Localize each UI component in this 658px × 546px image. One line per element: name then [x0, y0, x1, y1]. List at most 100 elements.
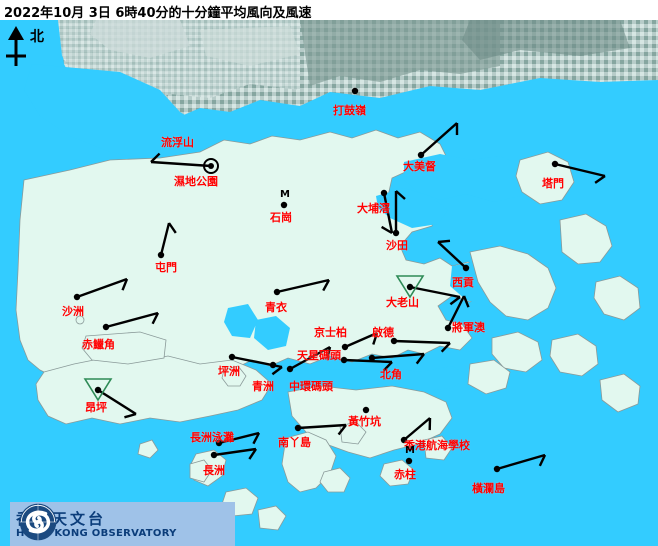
station-label-ta-kwu-ling[interactable]: 打鼓嶺 [333, 104, 366, 117]
wind-barb-flag [337, 424, 347, 436]
wind-barb-shaft [344, 331, 378, 349]
wind-barb-flag [538, 454, 547, 467]
hko-station-ring [203, 158, 219, 174]
station-label-cheung-chau-beach[interactable]: 長洲泳灘 [190, 431, 234, 444]
wind-barb-shaft [159, 222, 171, 256]
wind-barb-shaft [105, 311, 159, 329]
southern-islets [137, 421, 453, 531]
station-marker-dot [444, 324, 452, 332]
station-label-tate-s-cairn[interactable]: 大老山 [386, 296, 419, 309]
station-label-north-point[interactable]: 北角 [380, 368, 402, 381]
station-label-tai-po-kau[interactable]: 大埔滘 [357, 202, 390, 215]
station-marker-dot [73, 293, 81, 301]
station-label-cheung-chau[interactable]: 長洲 [203, 464, 225, 477]
title-bar: 2022年10月 3日 6時40分的十分鐘平均風向及風速 [0, 0, 658, 21]
wind-barb-shaft [496, 453, 546, 471]
hko-spiral-logo-icon [19, 503, 57, 541]
station-markers-layer [73, 87, 559, 473]
station-label-sha-tin[interactable]: 沙田 [386, 239, 408, 252]
wind-barb-shaft [393, 339, 451, 345]
wind-barb-flag [124, 412, 137, 419]
station-label-green-island[interactable]: 青洲 [252, 380, 274, 393]
wind-map-canvas[interactable]: 北 打鼓嶺流浮山濕地公園 M 石崗 大埔滘沙田 大美督塔門西貢大老山 屯門沙洲赤鱲角昂坪 坪… [0, 20, 658, 546]
station-marker-dot [405, 457, 413, 465]
station-marker-dot [380, 189, 388, 197]
page-title: 2022年10月 3日 6時40分的十分鐘平均風向及風速 [4, 6, 312, 21]
station-label-peng-chau[interactable]: 坪洲 [218, 365, 240, 378]
station-marker-dot [340, 356, 348, 364]
station-marker-dot [351, 87, 359, 95]
station-marker-dot [462, 264, 470, 272]
station-label-stanley[interactable]: 赤柱 [394, 468, 416, 481]
station-label-shek-kong[interactable]: 石崗 [270, 211, 292, 224]
sai-kung-islands [467, 151, 641, 413]
station-label-lamma-island[interactable]: 南丫島 [278, 436, 311, 449]
wind-barb-shaft [297, 423, 347, 430]
station-label-sha-chau[interactable]: 沙洲 [62, 305, 84, 318]
station-label-tsing-yi[interactable]: 青衣 [265, 301, 287, 314]
station-label-hk-sea-school[interactable]: 香港航海學校 [404, 439, 470, 452]
station-label-sai-kung[interactable]: 西貢 [452, 276, 474, 289]
manned-station-marker: M [405, 445, 415, 456]
wind-barb-shaft [409, 285, 461, 299]
wind-barbs-layer [76, 122, 606, 471]
station-label-lau-fau-shan[interactable]: 流浮山 [161, 136, 194, 149]
wind-barb-flag [449, 296, 461, 306]
wind-barb-flag [382, 361, 393, 372]
station-marker-dot [102, 323, 110, 331]
station-marker-dot [269, 361, 277, 369]
wind-barb-shaft [76, 277, 128, 299]
wind-barb-flag [252, 432, 261, 445]
wind-barb-flag [594, 175, 606, 184]
wind-barb-shaft [289, 345, 331, 371]
station-label-central-pier[interactable]: 中環碼頭 [289, 380, 333, 393]
wind-barb-shaft [213, 447, 257, 457]
station-label-king-s-park[interactable]: 京士柏 [314, 326, 347, 339]
chek-lap-kok-airport [81, 331, 167, 365]
station-marker-dot [215, 439, 223, 447]
wind-barb-shaft [446, 295, 466, 329]
station-label-wetland-park[interactable]: 濕地公園 [174, 175, 218, 188]
station-label-wong-chuk-hang[interactable]: 黃竹坑 [348, 415, 381, 428]
station-marker-dot [341, 343, 349, 351]
wind-barb-flag [150, 152, 161, 163]
wind-barb-flag [415, 353, 425, 365]
wind-barb-shaft [420, 122, 458, 156]
wind-barb-flag [395, 190, 406, 200]
wind-barb-flag [372, 332, 379, 345]
station-label-tai-mei-tuk[interactable]: 大美督 [403, 160, 436, 173]
station-marker-dot [94, 386, 102, 394]
station-label-tap-mun[interactable]: 塔門 [542, 177, 564, 190]
station-marker-dot [551, 160, 559, 168]
station-label-chek-lap-kok[interactable]: 赤鱲角 [82, 338, 115, 351]
basemap-svg [0, 20, 658, 546]
north-arrow: 北 [4, 26, 64, 71]
station-label-star-ferry[interactable]: 天星碼頭 [297, 349, 341, 362]
wind-barb-flag [121, 278, 129, 291]
station-marker-dot [406, 283, 414, 291]
station-marker-dot [362, 406, 370, 414]
wind-barb-flag [168, 222, 177, 234]
station-marker-dot [286, 365, 294, 373]
north-arrow-icon [6, 26, 26, 66]
station-label-tseung-kwan-o[interactable]: 將軍澳 [452, 321, 485, 334]
wind-barb-shaft [382, 192, 394, 234]
wind-barb-flag [271, 366, 283, 376]
station-label-waglan-island[interactable]: 橫瀾島 [472, 482, 505, 495]
mountain-station-triangle [395, 275, 425, 299]
wind-barb-flag [248, 448, 258, 460]
station-label-ngong-ping[interactable]: 昂坪 [85, 401, 107, 414]
wind-barb-shaft [150, 160, 212, 168]
station-label-kai-tak[interactable]: 啟德 [372, 326, 394, 339]
wind-barb-flag [437, 239, 451, 244]
station-label-tuen-mun[interactable]: 屯門 [155, 261, 177, 274]
peng-chau-island [221, 365, 247, 387]
station-marker-dot [390, 337, 398, 345]
station-marker-dot [273, 288, 281, 296]
wind-barb-flag [151, 312, 160, 325]
station-marker-dot [417, 151, 425, 159]
wind-barb-flag [380, 225, 393, 235]
station-marker-dot [228, 353, 236, 361]
wind-barb-shaft [554, 162, 606, 178]
